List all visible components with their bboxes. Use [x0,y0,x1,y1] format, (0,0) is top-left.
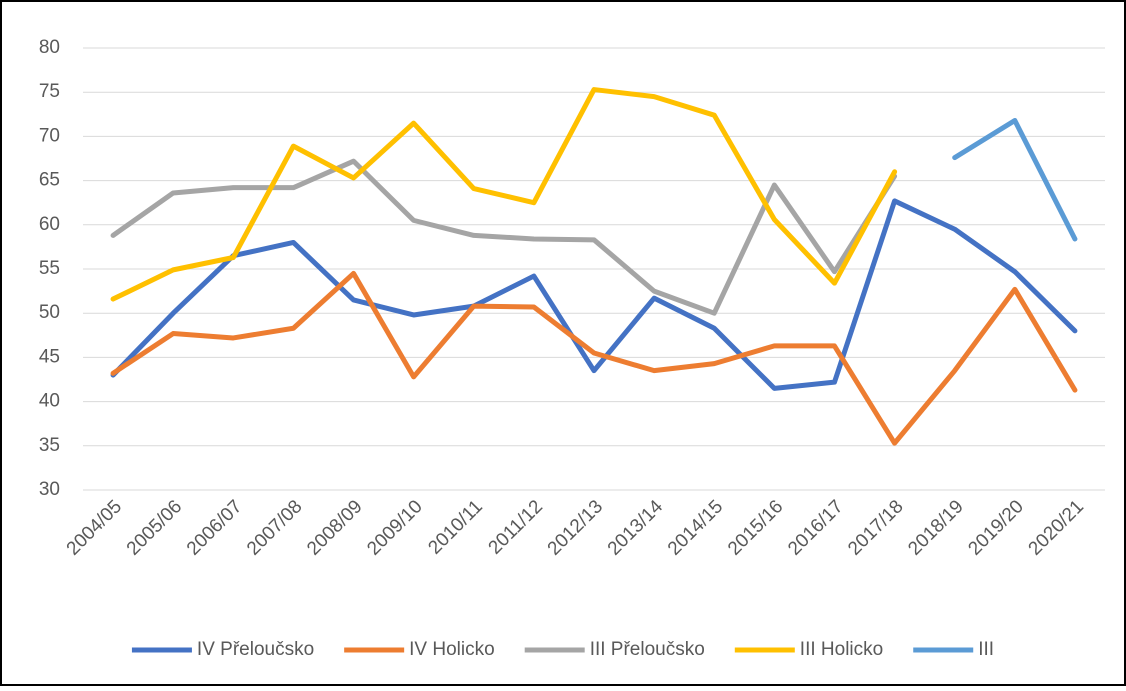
legend-label: III Holicko [800,639,883,660]
y-tick-label: 60 [39,214,60,235]
y-tick-label: 50 [39,302,60,323]
series-line [110,198,1078,391]
legend-label: III [978,639,994,660]
y-tick-label: 30 [39,479,60,500]
legend-label: IV Přeloučsko [197,639,314,660]
y-tick-label: 70 [39,125,60,146]
legend-label: IV Holicko [409,639,495,660]
series-line [110,87,898,302]
y-tick-label: 75 [39,81,60,102]
series-line [952,117,1078,242]
y-tick-label: 65 [39,170,60,191]
y-tick-label: 55 [39,258,60,279]
series-line [110,270,1078,446]
legend-label: III Přeloučsko [590,639,705,660]
y-tick-label: 45 [39,346,60,367]
y-tick-label: 35 [39,435,60,456]
y-tick-label: 40 [39,391,60,412]
y-tick-label: 80 [39,37,60,58]
